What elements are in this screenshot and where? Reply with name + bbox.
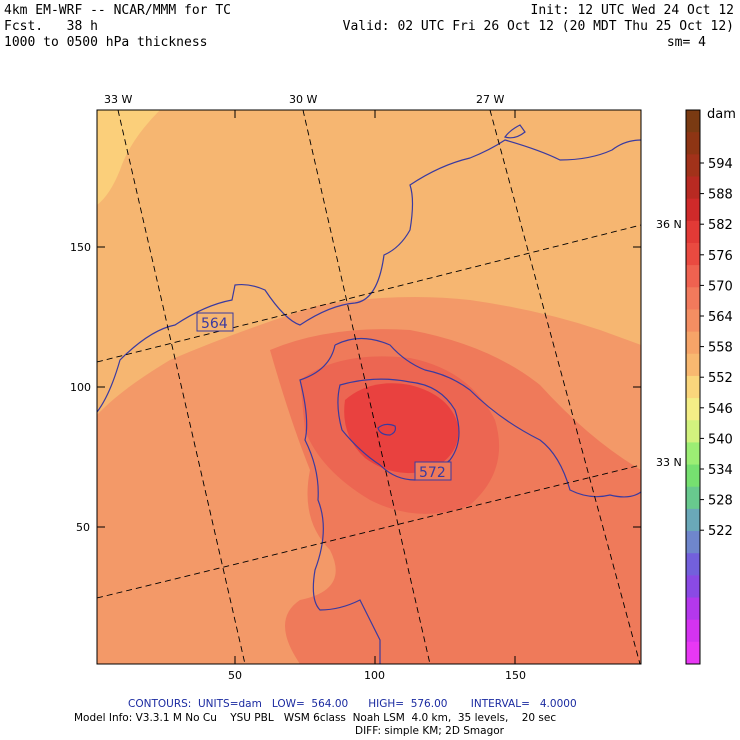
- colorbar-swatch: [686, 641, 700, 665]
- forecast-hour: Fcst. 38 h: [4, 19, 98, 34]
- contours-info: CONTOURS: UNITS=dam LOW= 564.00 HIGH= 57…: [128, 698, 577, 710]
- y-tick-100: 100: [70, 381, 91, 394]
- colorbar-label: 540: [708, 432, 733, 447]
- colorbar-swatch: [686, 575, 700, 599]
- colorbar-swatch: [686, 331, 700, 355]
- field-name: 1000 to 0500 hPa thickness: [4, 35, 208, 50]
- colorbar-swatch: [686, 198, 700, 222]
- diff-info: DIFF: simple KM; 2D Smagor: [355, 725, 504, 737]
- colorbar-swatch: [686, 420, 700, 443]
- colorbar-label: 594: [708, 157, 733, 172]
- colorbar-swatch: [686, 398, 700, 421]
- colorbar-label: 522: [708, 524, 733, 539]
- colorbar-swatch: [686, 132, 700, 155]
- contour-576: [377, 423, 397, 436]
- y-tick-50: 50: [76, 521, 90, 534]
- colorbar-swatch: [686, 464, 700, 488]
- colorbar-label: 552: [708, 371, 733, 386]
- colorbar-label: 558: [708, 341, 733, 356]
- graticule: [97, 110, 641, 664]
- lat-label-36n: 36 N: [656, 218, 682, 231]
- field-core: [344, 383, 459, 474]
- valid-time: Valid: 02 UTC Fri 26 Oct 12 (20 MDT Thu …: [342, 19, 734, 34]
- model-info: Model Info: V3.3.1 M No Cu YSU PBL WSM 6…: [74, 712, 557, 724]
- colorbar-label: 582: [708, 218, 733, 233]
- lon-label-27w: 27 W: [476, 93, 504, 106]
- colorbar-label: 588: [708, 188, 733, 203]
- x-tick-50: 50: [228, 669, 242, 682]
- init-time: Init: 12 UTC Wed 24 Oct 12: [530, 3, 735, 18]
- colorbar-label: 564: [708, 310, 733, 325]
- lon-label-30w: 30 W: [289, 93, 317, 106]
- colorbar-swatch: [686, 486, 700, 510]
- colorbar-swatch: [686, 287, 700, 310]
- colorbar-swatch: [686, 154, 700, 177]
- colorbar-labels: 594 588 582 576 570 564 558 552 546 540 534 528 522: [700, 157, 733, 539]
- colorbar-swatch: [686, 309, 700, 333]
- colorbar-unit: dam: [707, 107, 736, 122]
- lat-label-33n: 33 N: [656, 456, 682, 469]
- lon-label-33w: 33 W: [104, 93, 132, 106]
- svg-text:572: 572: [419, 465, 446, 481]
- colorbar-swatch: [686, 597, 700, 621]
- colorbar-swatch: [686, 375, 700, 399]
- x-tick-100: 100: [364, 669, 385, 682]
- contour-564-north: [97, 139, 641, 413]
- contour-570-east: [334, 337, 641, 498]
- colorbar-frame: [685, 109, 701, 665]
- colorbar-swatch: [686, 110, 700, 133]
- colorbar-label: 570: [708, 279, 733, 294]
- colorbar: [686, 110, 700, 665]
- colorbar-label: 528: [708, 494, 733, 509]
- model-title: 4km EM-WRF -- NCAR/MMM for TC: [4, 3, 231, 18]
- colorbar-swatch: [686, 176, 700, 200]
- contour-570-west: [299, 344, 381, 664]
- colorbar-swatch: [686, 553, 700, 576]
- contour-label-572: 572: [414, 461, 452, 481]
- y-tick-150: 150: [70, 241, 91, 254]
- graticule-30w: [302, 110, 431, 664]
- graticule-36n: [97, 224, 641, 363]
- axis-ticks: [97, 110, 641, 664]
- colorbar-swatch: [686, 531, 700, 554]
- colorbar-label: 546: [708, 402, 733, 417]
- smoothing-label: sm= 4: [666, 35, 706, 50]
- graticule-27w: [489, 110, 641, 664]
- graticule-33w: [117, 110, 246, 664]
- svg-text:564: 564: [201, 316, 228, 332]
- contour-islet: [504, 124, 526, 139]
- colorbar-swatch: [686, 353, 700, 377]
- contour-label-564: 564: [196, 312, 234, 332]
- graticule-33n: [97, 464, 641, 599]
- colorbar-swatch: [686, 220, 700, 244]
- colorbar-swatch: [686, 619, 700, 643]
- colorbar-label: 576: [708, 249, 733, 264]
- colorbar-swatch: [686, 508, 700, 532]
- colorbar-label: 534: [708, 463, 733, 478]
- colorbar-swatch: [686, 442, 700, 466]
- x-tick-150: 150: [505, 669, 526, 682]
- colorbar-swatch: [686, 265, 700, 288]
- thickness-field: [97, 110, 641, 664]
- field-band-north: [97, 110, 160, 205]
- colorbar-swatch: [686, 242, 700, 266]
